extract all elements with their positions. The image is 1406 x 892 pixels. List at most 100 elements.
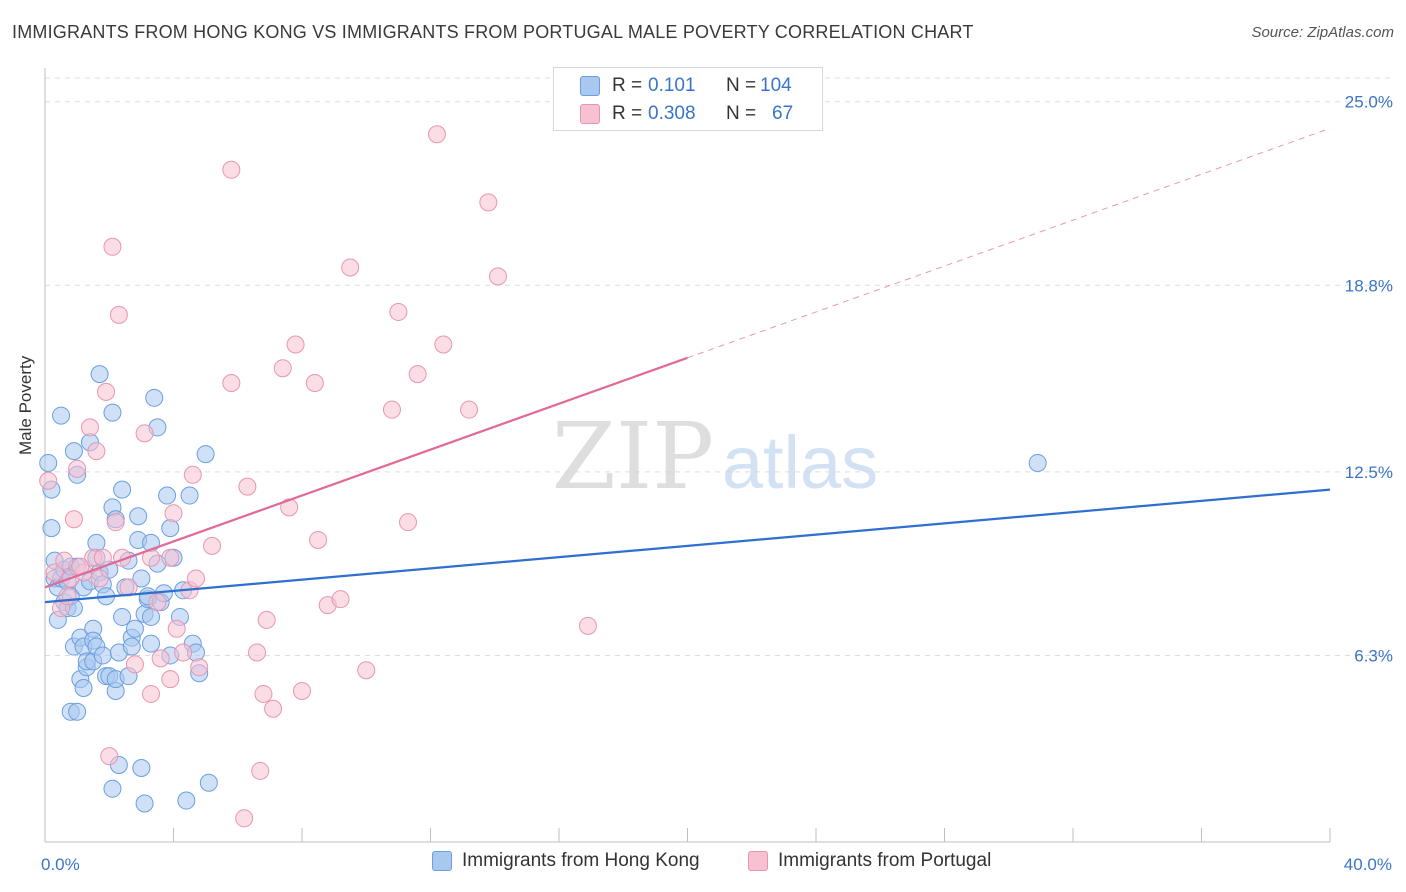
point-hong-kong: [64, 442, 83, 461]
point-portugal: [87, 442, 106, 461]
point-portugal: [479, 193, 498, 212]
y-tick-label: 18.8%: [1345, 276, 1393, 295]
point-hong-kong: [113, 607, 132, 626]
point-portugal: [389, 302, 408, 321]
x-tick-label: 0.0%: [41, 855, 80, 874]
point-portugal: [109, 305, 128, 324]
point-hong-kong: [196, 445, 215, 464]
trend-lines: [44, 127, 1331, 604]
point-portugal: [286, 335, 305, 354]
point-portugal: [203, 536, 222, 555]
point-portugal: [309, 530, 328, 549]
legend-item-portugal[interactable]: Immigrants from Portugal: [748, 850, 991, 872]
watermark-zip: ZIP: [552, 403, 714, 510]
point-portugal: [90, 569, 109, 588]
point-portugal: [578, 616, 597, 635]
legend-swatch-portugal: [748, 851, 768, 871]
point-portugal: [55, 551, 74, 570]
point-portugal: [135, 424, 154, 443]
grid-layer: [45, 77, 1395, 656]
point-portugal: [164, 504, 183, 523]
point-portugal: [58, 587, 77, 606]
point-portugal: [341, 258, 360, 277]
y-tick-label: 12.5%: [1345, 463, 1393, 482]
point-portugal: [97, 382, 116, 401]
point-portugal: [103, 237, 122, 256]
stats-row-portugal: R = 0.308 N = 67: [554, 100, 822, 128]
point-portugal: [408, 365, 427, 384]
point-hong-kong: [103, 779, 122, 798]
point-portugal: [399, 513, 418, 532]
chart-title: IMMIGRANTS FROM HONG KONG VS IMMIGRANTS …: [12, 22, 974, 42]
stats-r-label: R =: [612, 75, 643, 96]
point-portugal: [190, 658, 209, 677]
point-portugal: [151, 649, 170, 668]
point-portugal: [125, 655, 144, 674]
point-portugal: [264, 699, 283, 718]
legend-item-hong-kong[interactable]: Immigrants from Hong Kong: [432, 850, 700, 872]
stats-r-label: R =: [612, 103, 643, 124]
point-portugal: [382, 400, 401, 419]
point-hong-kong: [199, 773, 218, 792]
point-portugal: [293, 681, 311, 700]
point-portugal: [80, 418, 99, 437]
point-portugal: [460, 400, 479, 419]
point-hong-kong: [42, 519, 61, 538]
point-hong-kong: [135, 794, 154, 813]
legend-swatch-hong-kong: [432, 851, 452, 871]
stats-swatch-portugal: [580, 104, 600, 124]
point-portugal: [357, 661, 376, 680]
point-hong-kong: [1028, 453, 1047, 472]
point-portugal: [100, 747, 119, 766]
stats-n-label: N =: [726, 75, 757, 96]
point-portugal: [434, 335, 453, 354]
point-portugal: [161, 670, 180, 689]
point-hong-kong: [52, 406, 71, 425]
source-label: Source: ZipAtlas.com: [1251, 24, 1394, 41]
stats-r-value: 0.101: [648, 75, 696, 96]
point-portugal: [488, 267, 507, 286]
point-portugal: [64, 510, 83, 529]
point-portugal: [257, 610, 276, 629]
point-portugal: [186, 569, 205, 588]
stats-row-hong-kong: R = 0.101 N = 104: [554, 72, 822, 100]
stats-swatch-hong-kong: [580, 76, 600, 96]
point-portugal: [280, 498, 299, 517]
point-portugal: [222, 160, 241, 179]
point-hong-kong: [68, 702, 87, 721]
point-portugal: [142, 684, 161, 703]
point-portugal: [331, 590, 350, 609]
point-portugal: [254, 684, 273, 703]
legend-label-portugal: Immigrants from Portugal: [778, 850, 992, 871]
series-portugal: [39, 125, 597, 828]
point-portugal: [45, 563, 64, 582]
point-hong-kong: [93, 646, 112, 665]
point-portugal: [273, 359, 292, 378]
point-hong-kong: [74, 679, 93, 698]
legend-label-hong-kong: Immigrants from Hong Kong: [462, 850, 700, 871]
point-hong-kong: [177, 791, 196, 810]
point-portugal: [235, 809, 254, 828]
stats-n-value: 67: [772, 103, 794, 124]
trend-line-hong-kong: [44, 488, 1331, 604]
tick-labels: 6.3% 12.5% 18.8% 25.0% 0.0% 40.0%: [41, 93, 1393, 874]
point-hong-kong: [129, 507, 148, 526]
point-hong-kong: [161, 519, 180, 538]
point-portugal: [248, 643, 267, 662]
point-portugal: [222, 374, 241, 393]
watermark-atlas: atlas: [722, 421, 878, 504]
point-hong-kong: [132, 569, 151, 588]
point-hong-kong: [113, 480, 132, 499]
point-portugal: [39, 471, 58, 490]
point-portugal: [106, 513, 125, 532]
point-portugal: [148, 593, 167, 612]
trend-line-portugal-extrapolated: [687, 127, 1331, 359]
point-portugal: [238, 477, 257, 496]
point-hong-kong: [142, 634, 161, 653]
stats-n-value: 104: [760, 75, 792, 96]
point-portugal: [174, 643, 193, 662]
point-hong-kong: [145, 388, 164, 407]
y-tick-label: 25.0%: [1345, 93, 1393, 112]
point-portugal: [167, 619, 186, 638]
